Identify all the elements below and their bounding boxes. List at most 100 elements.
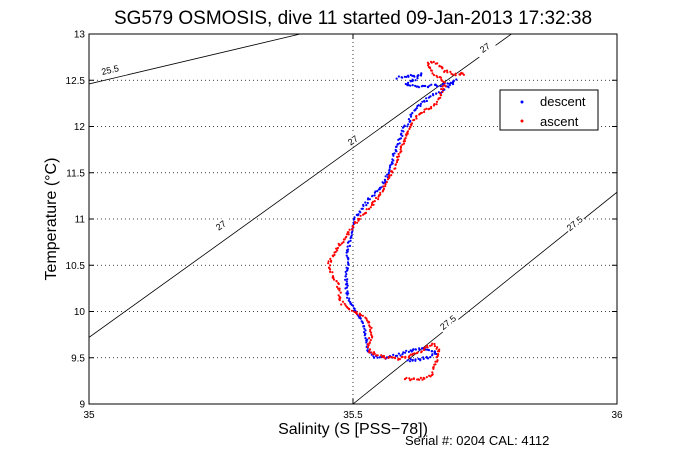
x-axis-label: Salinity (S [PSS−78]) — [278, 421, 428, 438]
ascent-point — [415, 114, 418, 118]
descent-point — [424, 348, 428, 351]
ascent-point — [394, 163, 397, 166]
descent-point — [411, 84, 414, 87]
ascent-point — [413, 118, 416, 121]
descent-point — [346, 296, 349, 299]
x-tick-label: 36 — [611, 410, 623, 421]
ascent-point — [337, 287, 340, 290]
ascent-point — [397, 155, 401, 158]
descent-point — [409, 84, 412, 87]
descent-point — [427, 349, 431, 352]
ascent-point — [342, 241, 345, 244]
descent-point — [391, 153, 394, 156]
descent-point — [345, 254, 348, 257]
ascent-point — [384, 185, 387, 188]
ascent-point — [340, 242, 344, 245]
ascent-point — [433, 342, 436, 346]
ascent-point — [417, 378, 420, 381]
ascent-point — [415, 352, 418, 355]
descent-point — [365, 204, 368, 207]
ascent-point — [369, 339, 372, 342]
ascent-point — [454, 72, 457, 75]
descent-point — [384, 175, 387, 178]
ascent-point — [329, 270, 332, 273]
ascent-point — [439, 96, 442, 99]
ascent-point — [406, 130, 410, 133]
descent-point — [408, 120, 411, 123]
ascent-point — [410, 124, 413, 127]
ascent-point — [336, 249, 339, 252]
ascent-point — [370, 351, 373, 354]
descent-point — [388, 166, 392, 169]
ascent-point — [331, 271, 334, 274]
descent-point — [414, 348, 417, 351]
ascent-point — [327, 262, 330, 265]
ascent-point — [341, 300, 345, 303]
descent-point — [352, 304, 355, 307]
density-contour-label-bg — [473, 37, 497, 58]
ascent-point — [410, 378, 413, 381]
ascent-point — [438, 348, 441, 351]
ascent-point — [446, 71, 449, 74]
legend-marker-ascent — [520, 119, 524, 123]
descent-point — [397, 352, 400, 355]
descent-point — [346, 241, 350, 244]
y-tick-label: 11.5 — [66, 168, 85, 179]
ascent-point — [379, 193, 382, 196]
ascent-point — [402, 140, 405, 143]
descent-point — [407, 118, 410, 121]
ascent-point — [372, 200, 375, 203]
ascent-point — [358, 217, 361, 221]
ascent-point — [368, 324, 371, 327]
ascent-point — [346, 233, 349, 236]
descent-point — [401, 134, 404, 137]
descent-point — [416, 77, 419, 80]
descent-point — [378, 356, 381, 359]
ascent-point — [366, 319, 369, 322]
ascent-point — [404, 137, 407, 140]
ascent-point — [410, 122, 414, 125]
ascent-point — [432, 73, 435, 77]
ascent-point — [353, 310, 356, 313]
descent-point — [399, 354, 402, 357]
ascent-point — [329, 264, 332, 267]
descent-point — [376, 190, 379, 193]
ascent-point — [333, 251, 336, 254]
ascent-point — [388, 174, 391, 177]
descent-point — [364, 337, 367, 340]
ascent-point — [365, 208, 368, 211]
ascent-point — [338, 289, 341, 292]
ascent-point — [443, 84, 446, 87]
descent-point — [345, 280, 348, 283]
ascent-point — [390, 170, 393, 173]
ascent-point — [366, 346, 369, 349]
ascent-point — [327, 266, 331, 269]
ascent-point — [408, 377, 411, 380]
x-tick-label: 35.5 — [343, 410, 363, 421]
ascent-point — [347, 231, 350, 234]
descent-point — [407, 350, 410, 353]
y-tick-label: 10 — [74, 307, 86, 318]
descent-point — [433, 352, 436, 355]
ascent-point — [440, 88, 443, 91]
density-contour-label-bg — [209, 215, 233, 236]
descent-point — [363, 334, 366, 337]
ascent-point — [382, 356, 385, 359]
descent-point — [409, 113, 412, 116]
ascent-point — [449, 70, 452, 73]
descent-point — [345, 251, 348, 254]
descent-point — [405, 75, 408, 78]
ascent-point — [436, 350, 440, 353]
legend-label-ascent: ascent — [540, 114, 579, 129]
ascent-point — [373, 200, 376, 203]
descent-point — [346, 293, 349, 296]
descent-point — [429, 356, 432, 359]
ascent-point — [407, 356, 410, 359]
descent-point — [359, 317, 362, 320]
ascent-point — [436, 62, 439, 65]
descent-point — [448, 83, 451, 87]
ascent-point — [367, 207, 371, 211]
ascent-point — [451, 73, 454, 76]
ascent-point — [440, 78, 443, 81]
ascent-point — [459, 73, 462, 76]
